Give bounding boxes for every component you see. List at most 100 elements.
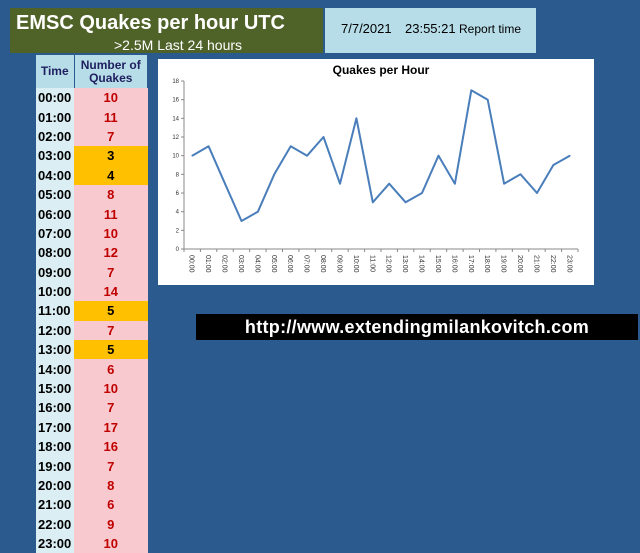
table-row: 05:00 8 xyxy=(36,184,148,205)
data-point xyxy=(536,192,538,194)
row-quake-count: 8 xyxy=(74,184,148,205)
row-quake-count: 17 xyxy=(74,417,148,438)
row-quake-count: 12 xyxy=(74,243,148,263)
x-tick-label: 21:00 xyxy=(532,255,539,273)
y-tick-label: 14 xyxy=(172,116,179,122)
data-point xyxy=(240,220,243,222)
data-point xyxy=(339,182,341,185)
y-tick-label: 8 xyxy=(176,172,180,178)
report-time: 23:55:21 xyxy=(405,21,456,36)
row-time: 03:00 xyxy=(36,146,74,166)
table-row: 03:00 3 xyxy=(36,146,148,166)
row-quake-count: 7 xyxy=(74,398,148,418)
y-tick-label: 0 xyxy=(176,247,180,253)
row-time: 05:00 xyxy=(36,184,74,205)
row-time: 11:00 xyxy=(36,301,74,321)
x-tick-label: 10:00 xyxy=(352,255,359,273)
y-tick-label: 10 xyxy=(172,154,179,160)
title-banner: EMSC Quakes per hour UTC >2.5M Last 24 h… xyxy=(10,8,323,53)
data-point xyxy=(486,98,489,101)
table-row: 17:00 17 xyxy=(36,417,148,438)
data-point xyxy=(322,136,325,138)
x-tick-label: 09:00 xyxy=(335,255,342,273)
report-time-box: 7/7/2021 23:55:21 Report time xyxy=(325,8,536,53)
report-date: 7/7/2021 xyxy=(341,21,392,36)
row-quake-count: 6 xyxy=(74,495,148,515)
row-time: 17:00 xyxy=(36,417,74,438)
row-time: 07:00 xyxy=(36,223,74,244)
data-point xyxy=(289,145,292,148)
y-tick-label: 12 xyxy=(172,135,179,141)
table-row: 09:00 7 xyxy=(36,262,148,282)
row-quake-count: 10 xyxy=(74,378,148,399)
row-time: 23:00 xyxy=(36,533,74,553)
x-tick-label: 17:00 xyxy=(467,255,474,273)
row-quake-count: 14 xyxy=(74,281,148,302)
x-tick-label: 00:00 xyxy=(188,255,195,273)
column-header-count-line1: Number of xyxy=(80,57,141,72)
data-point xyxy=(470,89,473,92)
y-tick-label: 16 xyxy=(172,98,179,104)
row-time: 08:00 xyxy=(36,243,74,263)
page-subtitle: >2.5M Last 24 hours xyxy=(114,37,243,53)
table-row: 19:00 7 xyxy=(36,456,148,476)
y-tick-label: 6 xyxy=(176,191,180,197)
quakes-line-chart: Quakes per Hour 0 2 4 6 8 10 12 14 16 18 00:00 01:00… xyxy=(172,63,579,273)
quakes-table: Time Number of Quakes 00:00 10 01:00 11 02:0… xyxy=(36,55,148,553)
y-tick-label: 18 xyxy=(172,79,179,85)
data-point xyxy=(421,192,423,194)
row-quake-count: 5 xyxy=(74,301,148,321)
data-point xyxy=(519,173,522,176)
x-tick-label: 20:00 xyxy=(516,255,523,273)
x-tick-label: 23:00 xyxy=(565,255,572,273)
table-row: 00:00 10 xyxy=(36,88,148,108)
table-row: 13:00 5 xyxy=(36,340,148,360)
row-quake-count: 11 xyxy=(74,204,148,224)
row-quake-count: 16 xyxy=(74,437,148,457)
row-quake-count: 5 xyxy=(74,340,148,360)
x-tick-label: 08:00 xyxy=(319,255,326,273)
x-tick-label: 22:00 xyxy=(549,255,556,273)
page-title: EMSC Quakes per hour UTC xyxy=(16,12,285,34)
x-tick-label: 14:00 xyxy=(418,255,425,273)
table-row: 23:00 10 xyxy=(36,533,148,553)
x-tick-label: 02:00 xyxy=(221,255,228,273)
series-line xyxy=(191,89,571,222)
row-quake-count: 8 xyxy=(74,475,148,496)
row-time: 00:00 xyxy=(36,88,74,108)
x-tick-label: 13:00 xyxy=(401,255,408,273)
x-tick-label: 05:00 xyxy=(270,255,277,273)
column-header-count: Number of Quakes xyxy=(74,55,148,88)
row-quake-count: 7 xyxy=(74,456,148,476)
row-quake-count: 3 xyxy=(74,146,148,166)
y-tick-label: 4 xyxy=(176,210,180,216)
row-time: 10:00 xyxy=(36,281,74,302)
column-header-time: Time xyxy=(36,55,75,88)
data-point xyxy=(552,164,555,166)
table-row: 12:00 7 xyxy=(36,320,148,341)
row-time: 14:00 xyxy=(36,359,74,379)
data-point xyxy=(273,173,276,176)
table-row: 22:00 9 xyxy=(36,514,148,534)
row-time: 15:00 xyxy=(36,378,74,399)
row-time: 21:00 xyxy=(36,495,74,515)
row-time: 16:00 xyxy=(36,398,74,418)
row-quake-count: 9 xyxy=(74,514,148,534)
row-quake-count: 4 xyxy=(74,165,148,185)
row-quake-count: 10 xyxy=(74,533,148,553)
x-tick-label: 16:00 xyxy=(450,255,457,273)
data-point xyxy=(207,145,210,148)
row-time: 02:00 xyxy=(36,126,74,147)
row-quake-count: 10 xyxy=(74,88,148,108)
table-row: 02:00 7 xyxy=(36,126,148,147)
report-time-label: Report time xyxy=(459,22,522,36)
row-time: 06:00 xyxy=(36,204,74,224)
table-row: 20:00 8 xyxy=(36,475,148,496)
table-row: 06:00 11 xyxy=(36,204,148,224)
x-tick-label: 07:00 xyxy=(303,255,310,273)
x-tick-label: 18:00 xyxy=(483,255,490,273)
table-row: 01:00 11 xyxy=(36,107,148,127)
data-point xyxy=(454,182,456,185)
column-header-count-line2: Quakes xyxy=(89,70,133,85)
x-tick-label: 04:00 xyxy=(253,255,260,273)
